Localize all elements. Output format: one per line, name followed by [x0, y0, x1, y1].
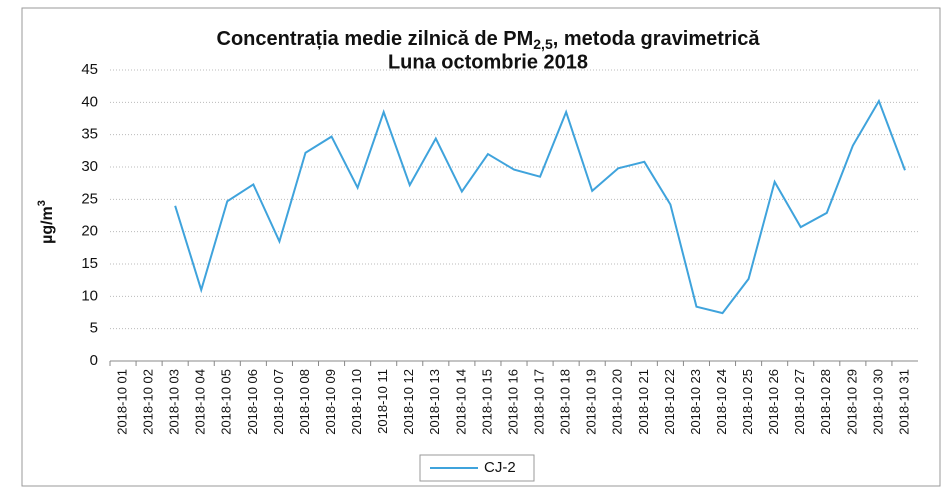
y-tick-label: 15	[81, 255, 98, 272]
x-tick-label: 2018-10 14	[453, 369, 468, 435]
data-line	[174, 98, 906, 315]
x-tick-label: 2018-10 02	[141, 369, 156, 435]
x-tick-label: 2018-10 10	[349, 369, 364, 435]
x-tick-label: 2018-10 21	[636, 369, 651, 435]
x-tick-label: 2018-10 25	[740, 369, 755, 435]
x-tick-label: 2018-10 13	[427, 369, 442, 435]
x-tick-label: 2018-10 07	[271, 369, 286, 435]
x-tick-label: 2018-10 04	[193, 369, 208, 435]
x-tick-label: 2018-10 22	[662, 369, 677, 435]
legend-label: CJ-2	[484, 459, 516, 476]
x-tick-label: 2018-10 30	[870, 369, 885, 435]
x-tick-label: 2018-10 20	[610, 369, 625, 435]
x-tick-label: 2018-10 11	[375, 369, 390, 434]
x-tick-label: 2018-10 12	[401, 369, 416, 435]
y-tick-label: 45	[81, 61, 98, 78]
x-tick-label: 2018-10 09	[323, 369, 338, 435]
chart-subtitle: Luna octombrie 2018	[388, 51, 588, 73]
x-tick-label: 2018-10 06	[245, 369, 260, 435]
x-tick-label: 2018-10 08	[297, 369, 312, 435]
y-axis-label: µg/m3	[36, 200, 56, 244]
title-suffix: , metoda gravimetrică	[553, 28, 761, 50]
y-tick-label: 40	[81, 93, 98, 110]
ylabel-text: µg/m	[39, 206, 56, 244]
x-tick-label: 2018-10 28	[818, 369, 833, 435]
y-tick-label: 35	[81, 126, 98, 143]
y-tick-label: 5	[90, 320, 98, 337]
x-tick-label: 2018-10 17	[532, 369, 547, 435]
y-tick-label: 20	[81, 223, 98, 240]
y-tick-label: 25	[81, 190, 98, 207]
x-tick-label: 2018-10 31	[896, 369, 911, 435]
x-tick-label: 2018-10 26	[766, 369, 781, 435]
title-text: Concentrația medie zilnică de PM	[217, 28, 534, 50]
chart-border	[21, 7, 941, 487]
x-tick-label: 2018-10 05	[219, 369, 234, 435]
x-tick-label: 2018-10 27	[792, 369, 807, 435]
y-tick-label: 30	[81, 158, 98, 175]
y-tick-label: 0	[90, 352, 98, 369]
x-tick-label: 2018-10 18	[558, 369, 573, 435]
x-tick-label: 2018-10 24	[714, 369, 729, 435]
x-tick-label: 2018-10 16	[505, 369, 520, 435]
x-tick-label: 2018-10 23	[688, 369, 703, 435]
x-tick-label: 2018-10 19	[584, 369, 599, 435]
chart-title: Concentrația medie zilnică de PM2,5, met…	[217, 28, 761, 51]
x-tick-label: 2018-10 15	[479, 369, 494, 435]
title-subscript: 2,5	[533, 36, 553, 52]
ylabel-superscript: 3	[36, 200, 48, 206]
x-tick-label: 2018-10 29	[844, 369, 859, 435]
x-tick-label: 2018-10 03	[167, 369, 182, 435]
y-tick-label: 10	[81, 287, 98, 304]
x-tick-label: 2018-10 01	[114, 369, 129, 435]
